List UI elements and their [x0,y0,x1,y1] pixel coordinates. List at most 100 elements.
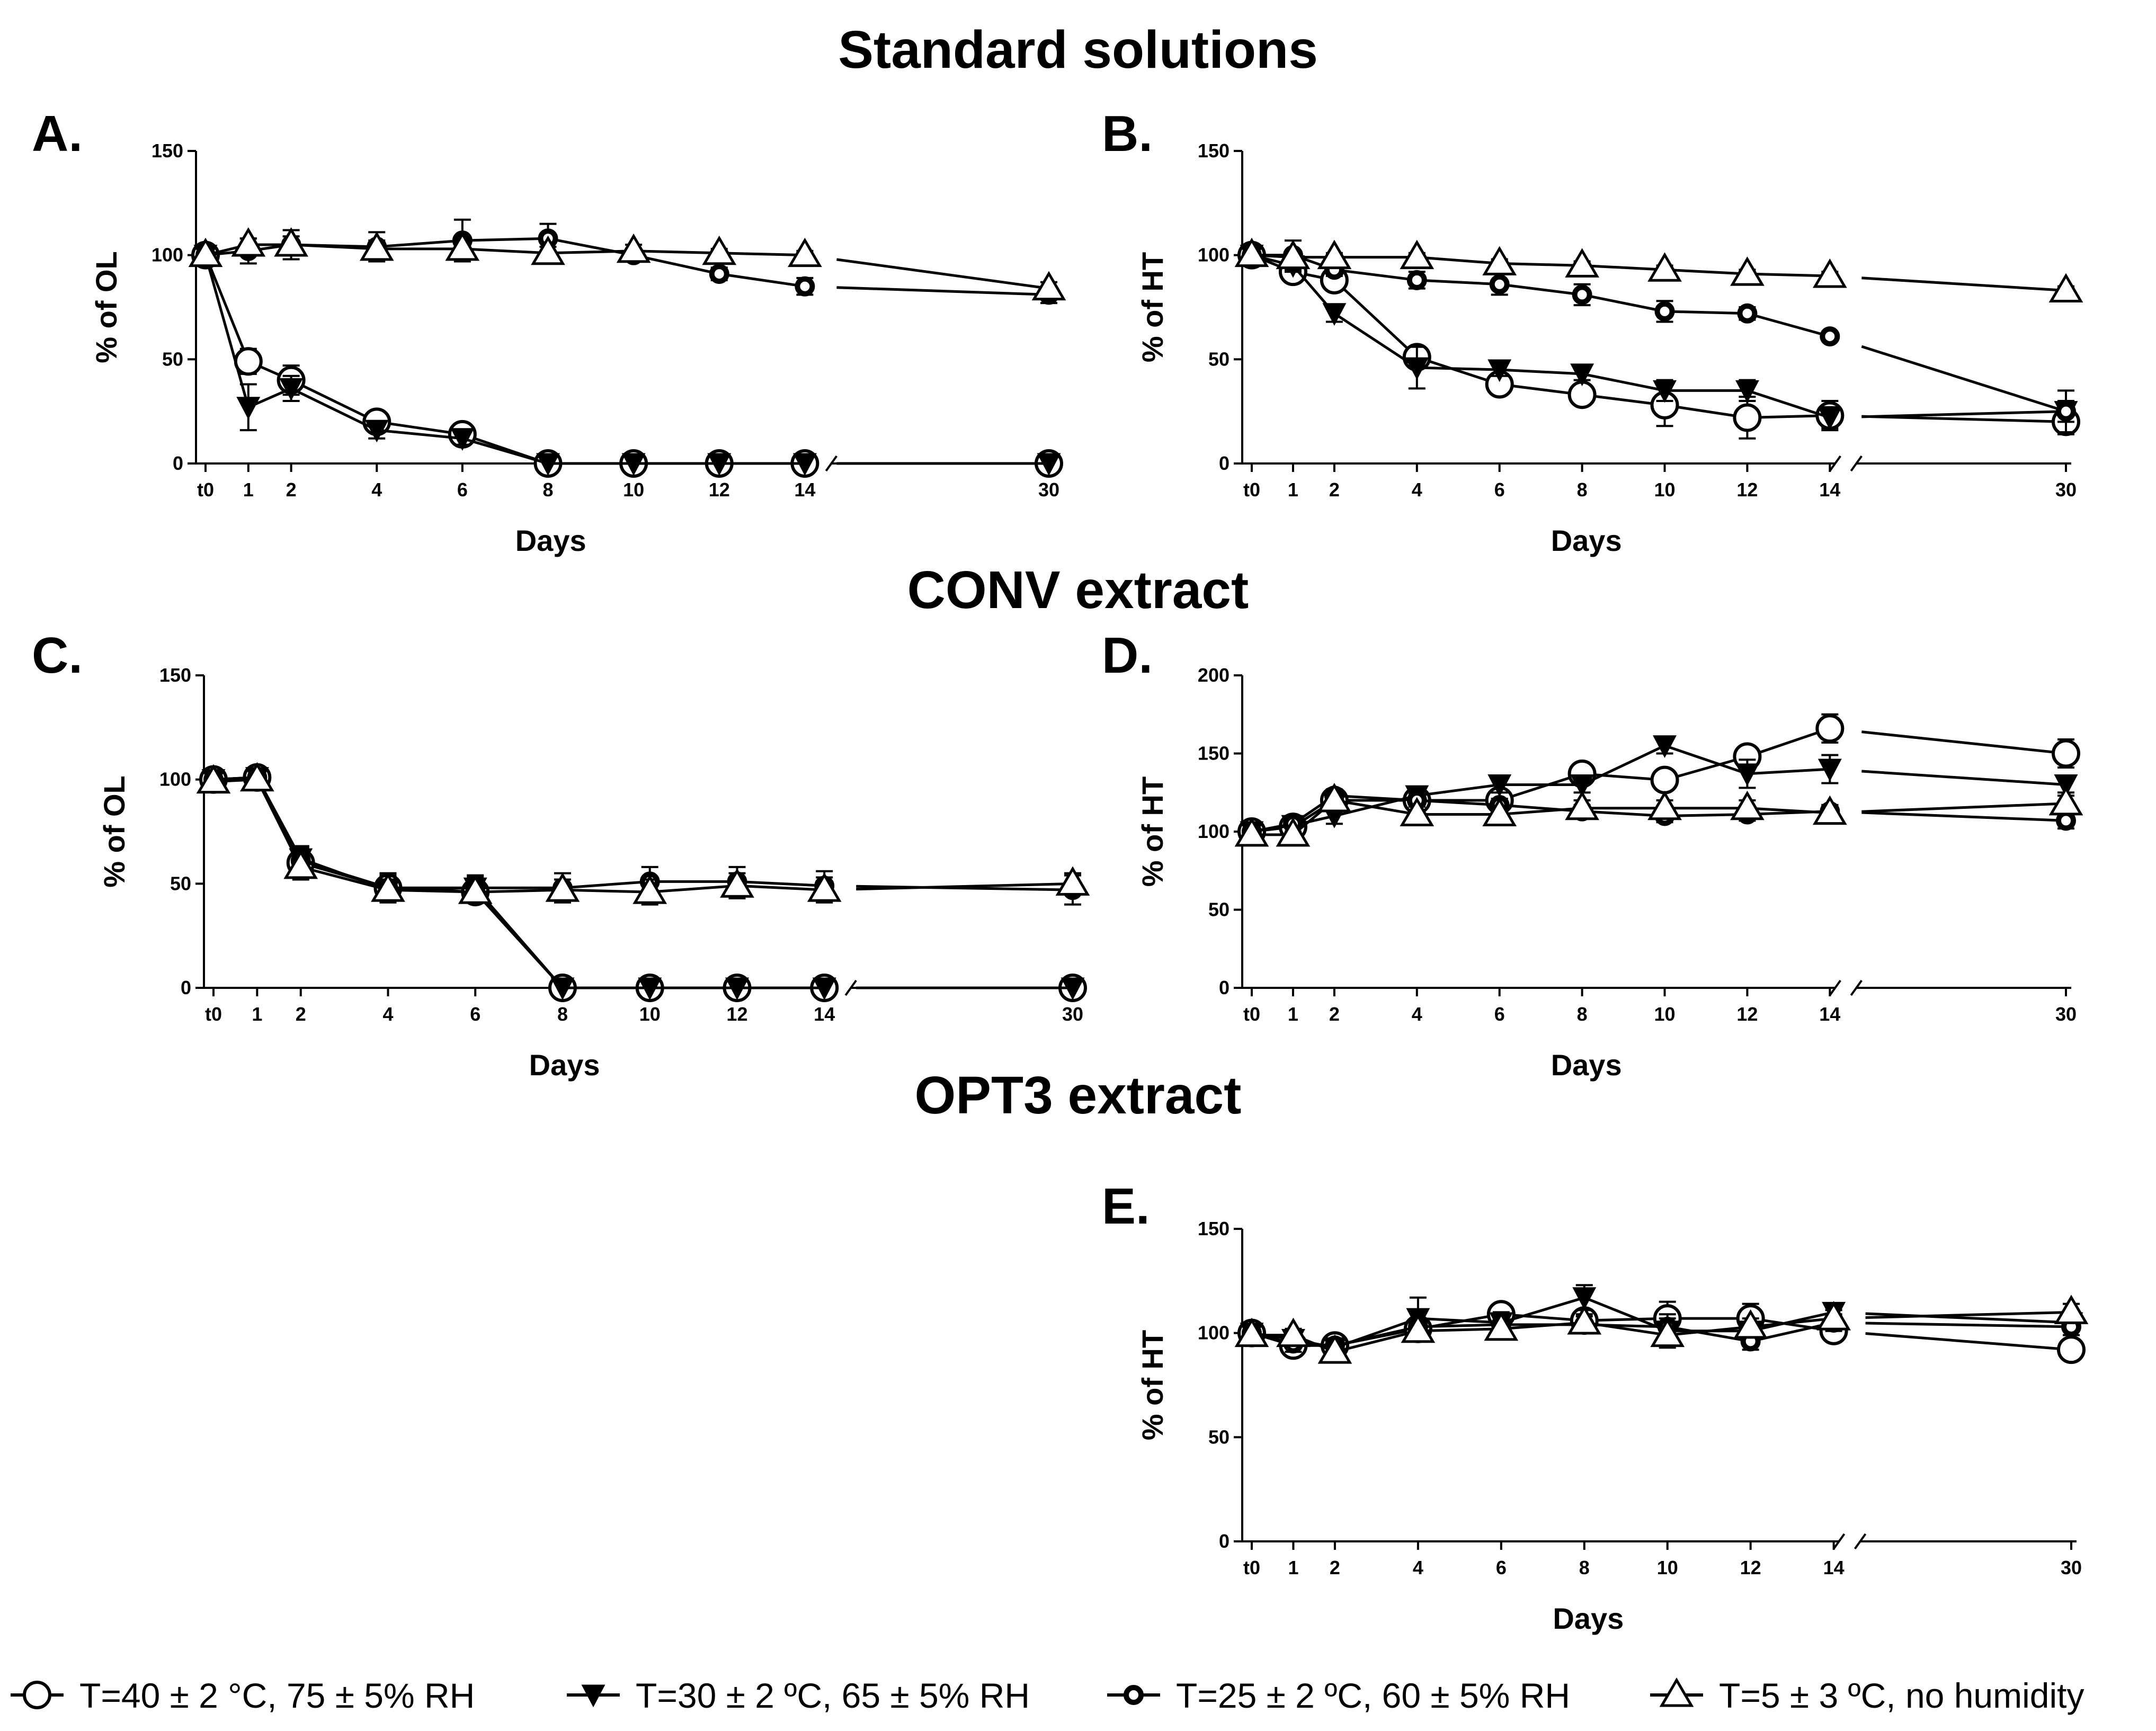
data-point [1317,1334,1352,1364]
data-point [1487,359,1512,382]
series-line-segment [1865,1322,2072,1328]
data-point [1484,1311,1519,1341]
series-30c [1240,245,2078,433]
data-point [236,397,261,420]
panel-letter: A. [32,105,83,162]
data-point [1572,1287,1597,1310]
x-tick-label: 14 [1823,1557,1845,1578]
data-point [283,849,318,879]
x-axis-break-mark [1829,979,1841,996]
y-tick-label: 0 [1219,452,1230,474]
series-line-segment [1861,770,2066,786]
x-tick-label: 6 [1494,479,1505,501]
x-tick-label: 2 [1329,1003,1340,1025]
data-point [536,453,560,476]
x-tick-label: 30 [2055,1003,2077,1025]
x-tick-label: 10 [1654,479,1675,501]
y-tick-label: 100 [1198,1322,1230,1344]
y-tick-label: 100 [152,244,183,266]
y-tick-label: 0 [173,452,183,474]
x-tick-label: 2 [1329,479,1340,501]
x-tick-label: t0 [1243,1557,1260,1578]
x-tick-label: 6 [470,1003,480,1025]
series-line-segment [836,258,1049,290]
section-title-conv: CONV extract [907,560,1249,620]
x-axis-label: Days [515,524,586,557]
data-point [1654,301,1675,322]
legend-label: T=25 ± 2 ºC, 60 ± 5% RH [1176,1676,1570,1715]
data-point [1405,357,1429,380]
data-point [1570,774,1594,797]
data-point [1820,326,1840,347]
x-tick-label: 6 [457,479,468,501]
x-tick-label: 4 [371,479,382,501]
data-point [1816,1301,1851,1331]
y-tick-label: 50 [1208,348,1230,370]
x-axis-break-mark [1850,979,1863,996]
data-point [1400,797,1435,827]
legend-item-1: T=40 ± 2 °C, 75 ± 5% RH [11,1676,475,1715]
series-5c [1234,237,2083,303]
series-line [204,254,805,465]
x-tick-label: 14 [814,1003,835,1025]
x-axis-break-mark [1832,1533,1846,1550]
x-axis-label: Days [1551,524,1622,557]
series-line-segment [1865,1312,2072,1324]
legend-label: T=5 ± 3 ºC, no humidity [1719,1676,2084,1715]
data-point [1276,1317,1311,1348]
data-point [2052,739,2080,768]
x-tick-label: 10 [639,1003,661,1025]
data-point [707,453,732,476]
data-point [234,347,263,376]
legend-item-3: T=25 ± 2 ºC, 60 ± 5% RH [1107,1676,1570,1715]
data-point [274,227,308,257]
x-axis-label: Days [1551,1048,1622,1082]
y-tick-label: 150 [1198,1218,1230,1239]
series-5c [196,762,1090,906]
series-line-segment [1861,276,2066,292]
x-tick-label: 2 [1330,1557,1340,1578]
legend-label: T=40 ± 2 °C, 75 ± 5% RH [79,1676,475,1715]
series-line-segment [1861,811,2066,822]
data-point [1317,239,1352,270]
data-point [1487,774,1512,797]
data-point [279,378,304,401]
x-tick-label: 4 [1413,1557,1423,1578]
legend-label: T=30 ± 2 ºC, 65 ± 5% RH [636,1676,1030,1715]
data-point [1567,1305,1602,1335]
data-point [1322,303,1347,326]
y-tick-label: 150 [159,664,191,686]
data-point [2048,273,2083,303]
x-tick-label: 6 [1494,1003,1505,1025]
data-point [1735,380,1759,403]
x-tick-label: 4 [1412,1003,1422,1025]
data-point [1400,239,1435,270]
x-tick-label: t0 [1243,479,1260,501]
y-tick-label: 100 [159,769,191,790]
data-point [1234,817,1269,847]
x-tick-label: 14 [1819,479,1840,501]
data-point [621,453,646,476]
x-tick-label: 12 [1740,1557,1761,1578]
x-axis-break-mark [825,455,838,472]
series-line [204,254,805,465]
data-point [531,235,565,265]
data-point [1730,790,1765,820]
legend: T=40 ± 2 °C, 75 ± 5% RH T=30 ± 2 ºC, 65 ±… [11,1676,2084,1715]
y-tick-label: 150 [152,140,183,162]
data-point [1733,1309,1768,1339]
x-tick-label: 1 [1288,1003,1298,1025]
x-tick-label: 2 [286,479,297,501]
series-line-segment [1861,345,2066,413]
data-point [1317,783,1352,813]
x-tick-label: 1 [252,1003,262,1025]
x-tick-label: 10 [1654,1003,1675,1025]
x-tick-label: 14 [794,479,815,501]
x-axis-label: Days [529,1048,600,1082]
data-point [1812,258,1847,288]
y-tick-label: 50 [162,348,183,370]
x-tick-label: 2 [296,1003,306,1025]
